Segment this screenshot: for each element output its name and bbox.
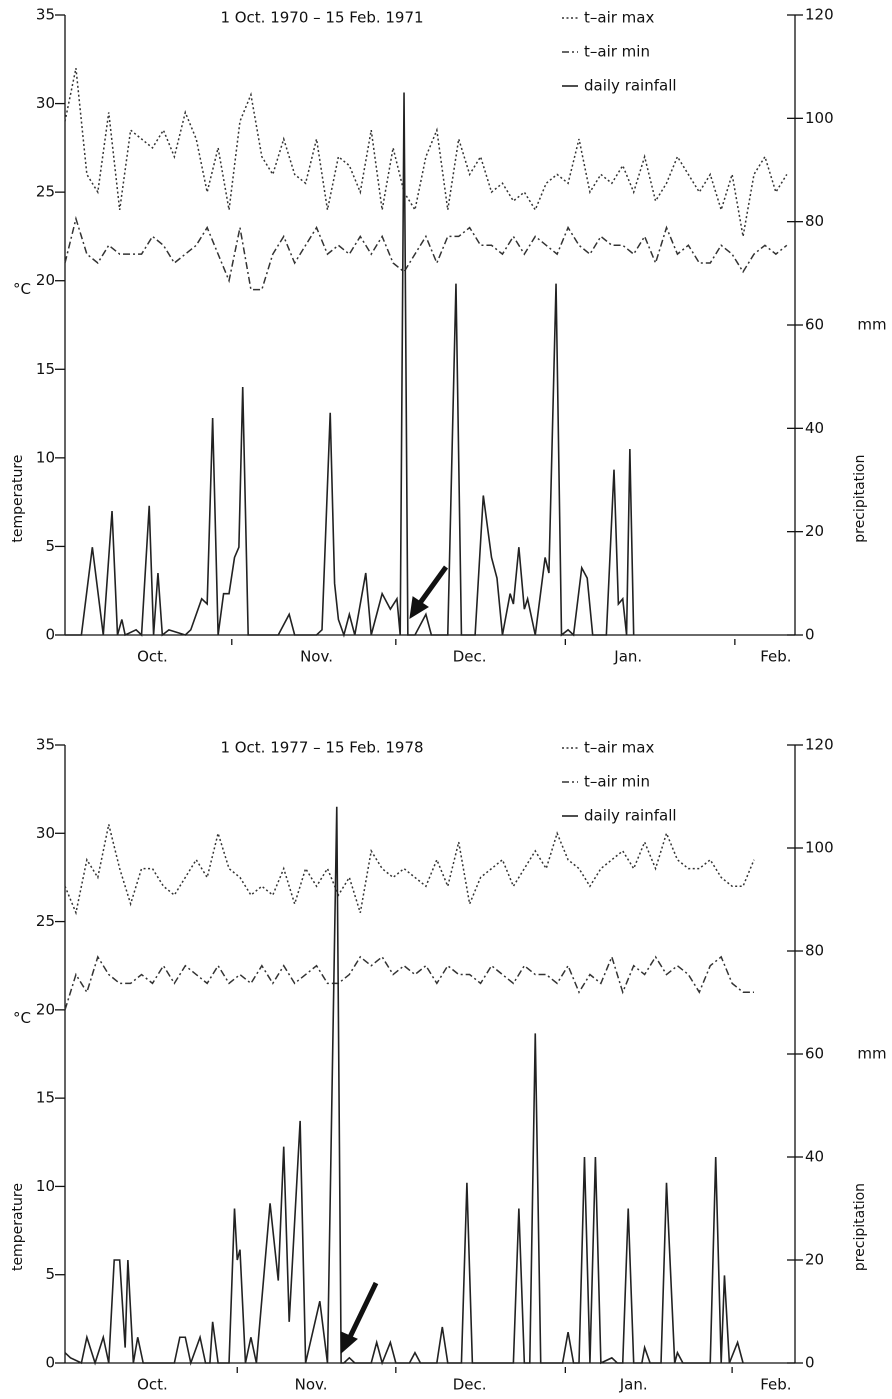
x-tick-label: Dec. <box>453 648 487 666</box>
y2-tick-label: 120 <box>805 6 834 24</box>
y-tick-label: 5 <box>45 537 55 555</box>
y-tick-label: 15 <box>36 1089 55 1107</box>
data-line <box>64 67 788 237</box>
x-tick-label: Oct. <box>137 648 168 666</box>
y2-tick-label: 20 <box>805 1251 824 1269</box>
y-tick-label: 30 <box>36 824 55 842</box>
legend-label: t–air min <box>584 773 650 791</box>
x-tick-label: Nov. <box>295 1376 328 1394</box>
data-line <box>64 806 744 1366</box>
y-tick-label: 25 <box>36 183 55 201</box>
legend-label: t–air max <box>584 739 654 757</box>
y-tick-label: 20 <box>36 1000 55 1018</box>
y2-tick-label: 0 <box>805 626 815 644</box>
x-tick-label: Oct. <box>137 1376 168 1394</box>
y2-tick-label: 80 <box>805 942 824 960</box>
y2-tick-label: 0 <box>805 1354 815 1372</box>
y-unit: °C <box>13 280 31 298</box>
y-unit: °C <box>13 1009 31 1027</box>
panel: 0 5 10 15 20 25 30 35 0 20 40 60 80 100 120 Oct. Nov. Dec… <box>10 736 887 1394</box>
y2-tick-label: 20 <box>805 522 824 540</box>
y2-tick-label: 60 <box>805 1045 824 1063</box>
y-label: temperature <box>10 455 26 543</box>
data-line <box>64 954 754 1011</box>
y2-unit: mm <box>857 1045 886 1063</box>
legend-label: t–air min <box>584 43 650 61</box>
chart-title: 1 Oct. 1977 – 15 Feb. 1978 <box>220 739 423 757</box>
y-tick-label: 35 <box>36 736 55 754</box>
y2-tick-label: 100 <box>805 109 834 127</box>
x-tick-label: Dec. <box>453 1376 487 1394</box>
y-label: temperature <box>10 1183 26 1271</box>
panel: 0 5 10 15 20 25 30 35 0 20 40 60 80 100 120 Oct. Nov. Dec… <box>10 6 887 666</box>
y-tick-label: 20 <box>36 271 55 289</box>
y-tick-label: 0 <box>45 1354 55 1372</box>
chart-title: 1 Oct. 1970 – 15 Feb. 1971 <box>220 9 423 27</box>
y-tick-label: 15 <box>36 360 55 378</box>
y-tick-label: 0 <box>45 626 55 644</box>
x-tick-label: Feb. <box>760 1376 791 1394</box>
x-tick-label: Feb. <box>760 648 791 666</box>
y-tick-label: 10 <box>36 448 55 466</box>
y2-unit: mm <box>857 316 886 334</box>
y2-tick-label: 120 <box>805 736 834 754</box>
x-tick-label: Jan. <box>619 1376 648 1394</box>
y-tick-label: 5 <box>45 1265 55 1283</box>
y2-tick-label: 40 <box>805 1148 824 1166</box>
y-tick-label: 30 <box>36 94 55 112</box>
y-tick-label: 35 <box>36 6 55 24</box>
data-line <box>64 215 788 291</box>
data-line <box>64 824 755 916</box>
y2-tick-label: 40 <box>805 419 824 437</box>
y2-label: precipitation <box>852 454 868 542</box>
legend-label: daily rainfall <box>584 807 677 825</box>
y2-tick-label: 60 <box>805 316 824 334</box>
arrow <box>340 1281 379 1355</box>
legend-label: daily rainfall <box>584 77 677 95</box>
x-tick-label: Jan. <box>613 648 642 666</box>
y2-label: precipitation <box>852 1183 868 1271</box>
legend-label: t–air max <box>584 9 654 27</box>
y2-tick-label: 100 <box>805 839 834 857</box>
data-line <box>65 92 635 638</box>
y-tick-label: 10 <box>36 1177 55 1195</box>
x-tick-label: Nov. <box>300 648 333 666</box>
y-tick-label: 25 <box>36 912 55 930</box>
y2-tick-label: 80 <box>805 212 824 230</box>
arrow <box>409 565 449 619</box>
